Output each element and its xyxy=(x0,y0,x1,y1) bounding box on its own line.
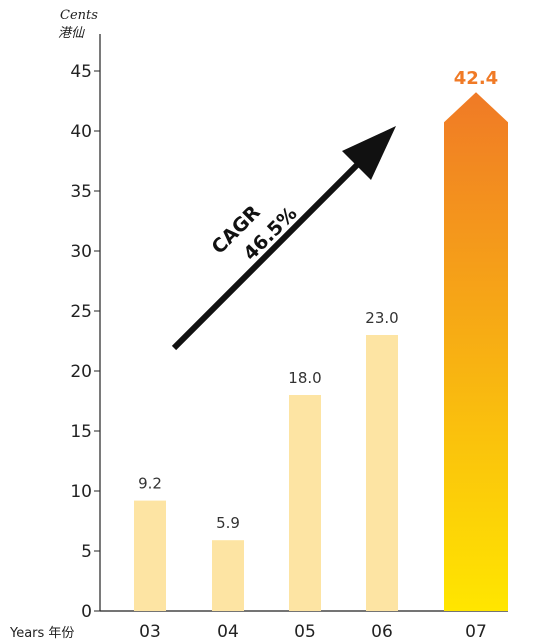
bar-07 xyxy=(444,92,508,611)
bar-06 xyxy=(366,335,398,611)
x-tick-label: 06 xyxy=(371,622,393,642)
x-tick-label: 03 xyxy=(139,622,161,642)
bar-value-label: 23.0 xyxy=(365,309,398,327)
x-tick-label: 04 xyxy=(217,622,239,642)
y-tick-label: 25 xyxy=(70,302,92,322)
y-tick-label: 5 xyxy=(81,542,92,562)
y-tick-label: 10 xyxy=(70,482,92,502)
cagr-annotation: CAGR 46.5% xyxy=(207,184,301,278)
bar-value-label: 9.2 xyxy=(138,475,162,493)
bar-05 xyxy=(289,395,321,611)
x-axis-title: Years 年份 xyxy=(9,626,74,641)
bar-value-label: 5.9 xyxy=(216,514,240,532)
y-tick-label: 35 xyxy=(70,182,92,202)
y-tick-label: 20 xyxy=(70,362,92,382)
y-unit-label-en: Cents xyxy=(60,8,98,23)
bar-value-label: 18.0 xyxy=(288,369,321,387)
bar-03 xyxy=(134,500,166,611)
y-unit-label-zh: 港仙 xyxy=(58,26,85,41)
cagr-arrow xyxy=(171,126,396,351)
y-tick-label: 0 xyxy=(81,602,92,622)
x-tick-label: 07 xyxy=(465,622,487,642)
y-tick-label: 15 xyxy=(70,422,92,442)
y-tick-label: 45 xyxy=(70,62,92,82)
y-tick-label: 30 xyxy=(70,242,92,262)
x-tick-label: 05 xyxy=(294,622,316,642)
bar-04 xyxy=(212,540,244,611)
bar-value-label: 42.4 xyxy=(454,68,498,89)
y-tick-label: 40 xyxy=(70,122,92,142)
